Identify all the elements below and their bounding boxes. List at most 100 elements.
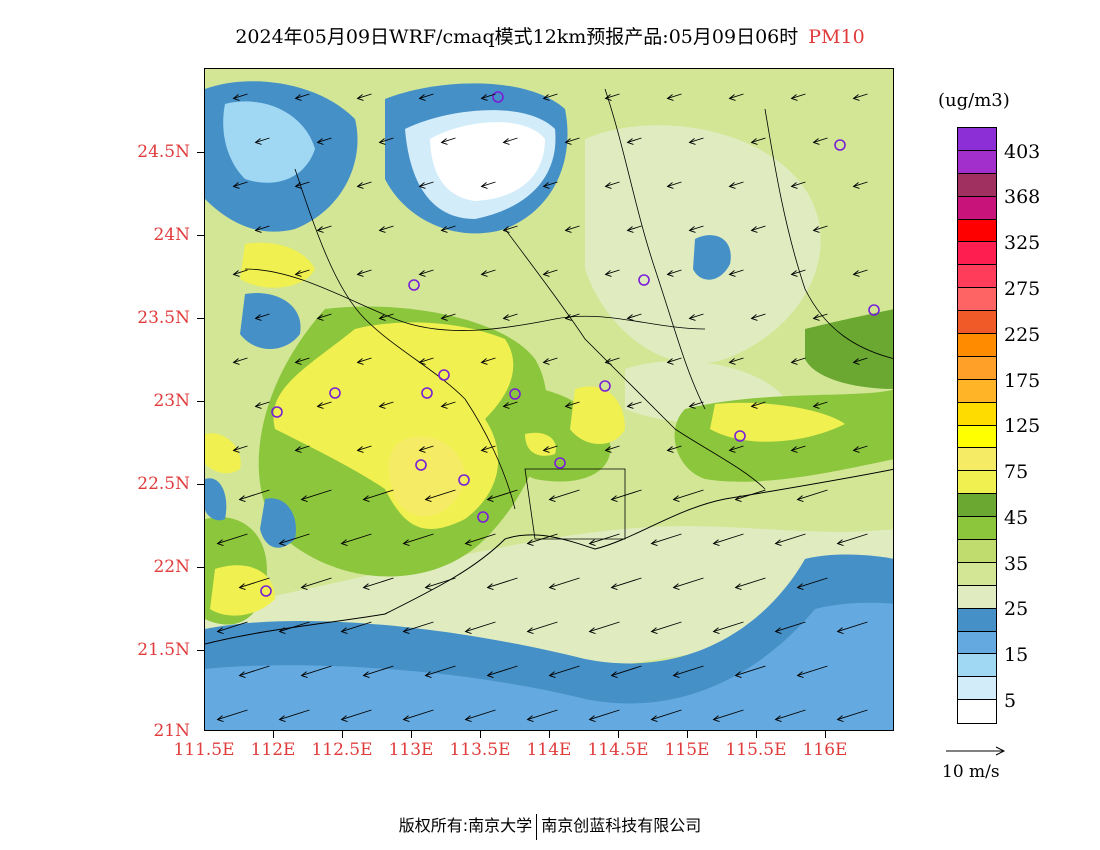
wind-arrowhead (340, 627, 348, 635)
station-marker (477, 511, 489, 523)
wind-arrowhead (774, 715, 782, 723)
wind-arrowhead (480, 94, 488, 101)
wind-arrowhead (712, 627, 720, 635)
footer-divider (536, 813, 538, 840)
wind-arrowhead (610, 583, 618, 591)
field-yellow-north (240, 242, 315, 288)
wind-arrow (627, 313, 642, 319)
wind-arrow (419, 181, 434, 187)
wind-arrowhead (564, 314, 572, 321)
legend-swatch (958, 540, 996, 563)
x-tick-mark (342, 730, 343, 738)
y-tick-label: 21.5N (137, 640, 190, 660)
legend-swatch (958, 311, 996, 335)
wind-arrow (403, 621, 434, 633)
wind-arrow (627, 137, 642, 143)
wind-vectors (216, 93, 868, 723)
wind-arrow (503, 313, 518, 319)
wind-arrow (735, 665, 766, 677)
station-marker (509, 388, 521, 400)
wind-arrow (751, 225, 766, 231)
wind-arrow (627, 225, 642, 231)
wind-arrowhead (626, 138, 634, 145)
wind-arrow (689, 137, 704, 143)
x-tick-label: 111.5E (173, 740, 235, 760)
wind-arrow (527, 621, 558, 633)
wind-arrow (357, 357, 372, 363)
wind-arrow (689, 313, 704, 319)
y-tick-mark (197, 235, 205, 236)
x-tick-mark (756, 730, 757, 738)
station-marker (329, 387, 341, 399)
field-lightblue-ocean (205, 602, 893, 730)
station-marker (734, 430, 746, 442)
wind-arrow (543, 445, 558, 451)
legend-swatch (958, 219, 996, 243)
wind-arrowhead (750, 314, 758, 321)
legend-label: 125 (1004, 415, 1041, 437)
field-blue-inland (693, 235, 731, 280)
wind-arrowhead (480, 270, 488, 277)
wind-arrow (357, 445, 372, 451)
wind-arrowhead (604, 358, 612, 365)
wind-arrow (481, 357, 496, 363)
wind-arrow (543, 93, 558, 99)
wind-arrowhead (502, 226, 510, 233)
station-marker (492, 91, 504, 103)
wind-arrow (797, 489, 828, 501)
field-blue-edge (205, 478, 227, 521)
wind-arrow (239, 665, 270, 677)
legend-label: 225 (1004, 324, 1041, 346)
field-yellow-dongguan (525, 432, 556, 456)
wind-arrow (363, 489, 394, 501)
title-variable: PM10 (808, 26, 865, 48)
wind-arrow (233, 357, 248, 363)
wind-arrowhead (254, 138, 262, 145)
y-tick-mark (197, 401, 205, 402)
field-white-north (430, 122, 545, 201)
wind-arrow (481, 181, 496, 187)
wind-arrow (837, 709, 868, 721)
wind-arrowhead (232, 94, 240, 101)
wind-arrow (295, 181, 310, 187)
wind-arrow (341, 621, 372, 633)
wind-arrow (379, 313, 394, 319)
wind-arrowhead (418, 182, 426, 189)
wind-arrowhead (486, 583, 494, 591)
wind-arrowhead (688, 314, 696, 321)
wind-arrow (503, 137, 518, 143)
legend-swatch (958, 608, 996, 632)
wind-arrowhead (480, 182, 488, 189)
wind-arrowhead (688, 226, 696, 233)
x-tick-label: 112E (250, 740, 296, 760)
boundary-line-4 (764, 108, 893, 359)
wind-arrow (403, 709, 434, 721)
wind-arrowhead (378, 138, 386, 145)
wind-arrow (605, 181, 620, 187)
wind-arrow (217, 709, 248, 721)
wind-arrow (419, 93, 434, 99)
wind-arrowhead (356, 270, 364, 277)
wind-arrow (797, 665, 828, 677)
wind-arrowhead (316, 226, 324, 233)
wind-arrow (255, 225, 270, 231)
x-tick-label: 114E (526, 740, 572, 760)
wind-arrowhead (542, 446, 550, 453)
wind-arrow (565, 313, 580, 319)
wind-arrow (627, 401, 642, 407)
wind-arrowhead (728, 358, 736, 365)
wind-arrow (279, 533, 310, 545)
wind-arrowhead (542, 94, 550, 101)
wind-arrowhead (418, 358, 426, 365)
wind-arrow (379, 137, 394, 143)
x-tick-mark (825, 730, 826, 738)
wind-arrowhead (774, 627, 782, 635)
wind-arrow (605, 445, 620, 451)
wind-arrowhead (362, 671, 370, 679)
legend-swatch (958, 471, 996, 495)
wind-arrow (465, 709, 496, 721)
legend-swatch (958, 654, 996, 678)
wind-arrow (441, 401, 456, 407)
wind-arrowhead (362, 495, 370, 503)
wind-arrowhead (356, 94, 364, 101)
